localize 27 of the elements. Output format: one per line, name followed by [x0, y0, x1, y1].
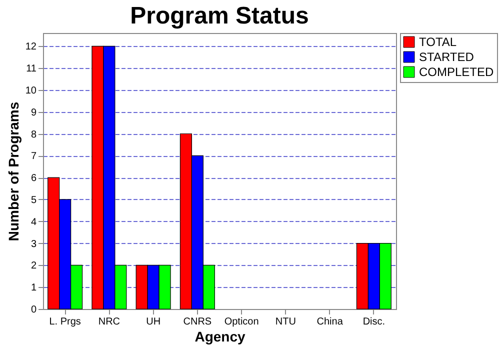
x-tick-label: Disc. [362, 316, 386, 328]
x-tick-label: Opticon [224, 316, 259, 328]
legend-label: COMPLETED [419, 65, 494, 79]
y-axis-title: Number of Programs [5, 102, 22, 242]
x-tick-label: NTU [275, 316, 296, 328]
y-tick-label: 2 [30, 260, 37, 272]
chart-title: Program Status [130, 2, 309, 30]
y-tick-label: 4 [30, 216, 37, 228]
x-tick-label: China [316, 316, 344, 328]
y-tick-label: 0 [30, 304, 37, 316]
y-tick-label: 11 [26, 64, 37, 75]
legend-label: TOTAL [419, 35, 457, 49]
y-tick-label: 10 [25, 85, 37, 96]
y-tick-label: 5 [30, 194, 37, 206]
y-tick-label: 1 [30, 282, 37, 294]
y-tick-label: 3 [30, 238, 37, 250]
x-axis-title: Agency [194, 328, 246, 344]
x-tick-label: L. Prgs [49, 316, 81, 328]
x-tick-label: UH [146, 316, 161, 328]
y-tick-label: 6 [30, 173, 37, 184]
y-tick-label: 9 [30, 107, 37, 118]
x-tick-label: CNRS [183, 316, 212, 328]
y-tick-label: 12 [25, 42, 37, 53]
y-tick-label: 7 [30, 151, 37, 162]
legend-label: STARTED [419, 50, 474, 64]
x-tick-label: NRC [98, 316, 120, 328]
y-tick-label: 8 [30, 129, 37, 140]
